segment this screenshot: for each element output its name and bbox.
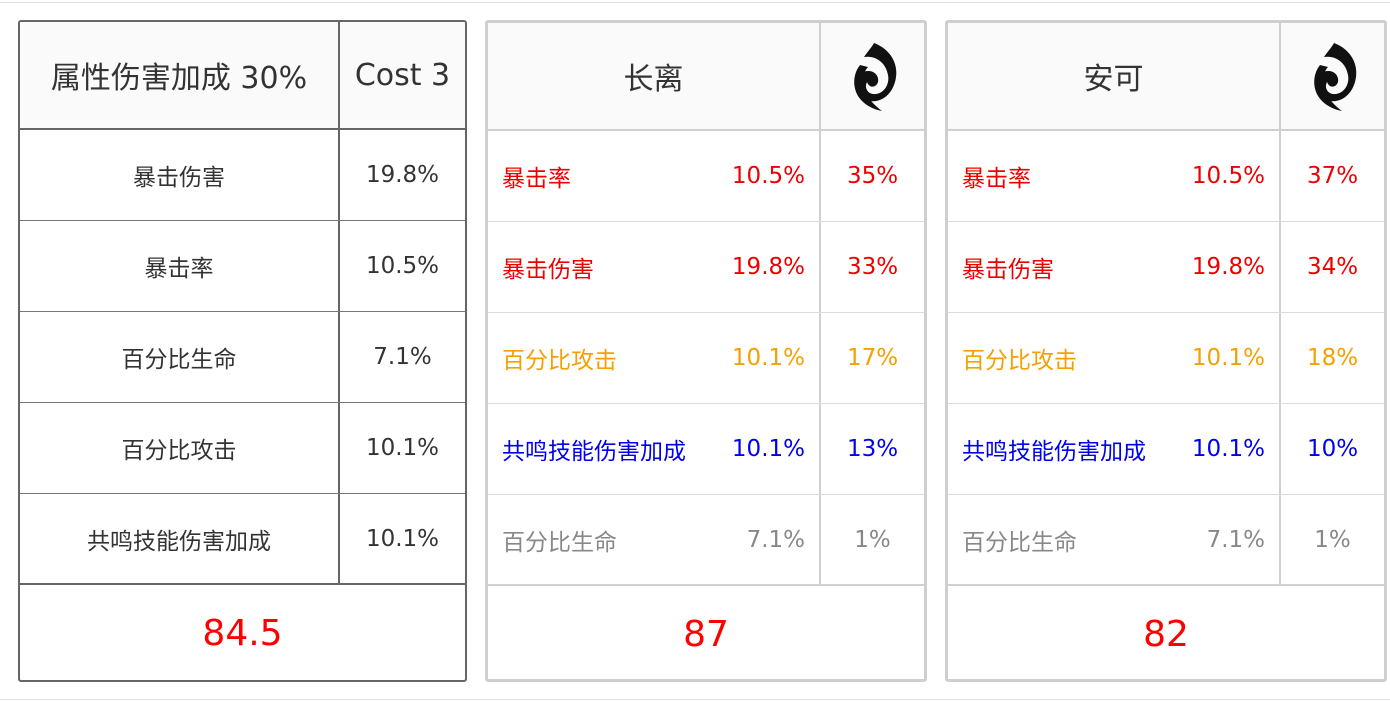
- character-stat-row: 百分比生命 7.1% 1%: [948, 495, 1384, 586]
- character-stat-row: 暴击伤害 19.8% 33%: [488, 222, 924, 313]
- character-stat-row: 暴击率 10.5% 37%: [948, 131, 1384, 222]
- substat-name: 暴击伤害: [20, 130, 340, 220]
- stat-name: 暴击伤害: [962, 257, 1054, 283]
- stat-value: 7.1%: [746, 526, 805, 553]
- character-header-row: 安可: [948, 23, 1384, 131]
- stat-weight: 10%: [1306, 436, 1359, 462]
- stat-name: 百分比生命: [962, 529, 1077, 556]
- echo-substat-row: 共鸣技能伤害加成 10.1%: [20, 494, 465, 585]
- echo-main-stat: 属性伤害加成 30%: [20, 22, 340, 128]
- stat-value: 19.8%: [1191, 254, 1265, 280]
- substat-name: 暴击率: [20, 221, 340, 311]
- character-header-row: 长离: [488, 23, 924, 131]
- top-divider: [0, 2, 1390, 3]
- character-stat-row: 百分比攻击 10.1% 17%: [488, 313, 924, 404]
- character-name: 安可: [948, 23, 1281, 129]
- character-stat-row: 共鸣技能伤害加成 10.1% 10%: [948, 404, 1384, 495]
- echo-substat-row: 百分比攻击 10.1%: [20, 403, 465, 494]
- character-stat-row: 百分比生命 7.1% 1%: [488, 495, 924, 586]
- substat-name: 百分比生命: [20, 312, 340, 402]
- stat-value: 10.5%: [1191, 163, 1265, 189]
- substat-value: 19.8%: [365, 162, 440, 188]
- stat-name: 共鸣技能伤害加成: [962, 439, 1146, 465]
- stat-name: 共鸣技能伤害加成: [502, 439, 686, 465]
- stat-value: 10.1%: [1191, 345, 1265, 371]
- stat-weight: 17%: [846, 345, 899, 371]
- stat-weight: 34%: [1306, 254, 1359, 280]
- stat-name: 百分比生命: [502, 529, 617, 556]
- stat-name: 暴击伤害: [502, 257, 594, 283]
- character-score: 82: [1143, 614, 1189, 655]
- echo-cost: Cost 3: [354, 57, 451, 93]
- stat-value: 10.1%: [731, 345, 805, 371]
- stat-value: 7.1%: [1206, 526, 1265, 553]
- substat-value: 10.5%: [365, 253, 440, 279]
- echo-score: 84.5: [202, 613, 283, 654]
- character-stat-row: 暴击伤害 19.8% 34%: [948, 222, 1384, 313]
- character-stat-row: 暴击率 10.5% 35%: [488, 131, 924, 222]
- character-card-encore: 安可 暴击率 10.5% 37% 暴击伤害 19.8% 34% 百分比攻击 10.1%…: [945, 20, 1387, 682]
- character-score: 87: [683, 614, 729, 655]
- echo-stats-card: 属性伤害加成 30% Cost 3 暴击伤害 19.8% 暴击率 10.5% 百…: [18, 20, 467, 682]
- stat-name: 暴击率: [962, 166, 1031, 192]
- echo-substat-row: 暴击率 10.5%: [20, 221, 465, 312]
- stat-value: 10.5%: [731, 163, 805, 189]
- stat-name: 暴击率: [502, 166, 571, 192]
- character-card-changli: 长离 暴击率 10.5% 35% 暴击伤害 19.8% 33% 百分比攻击 10.1%…: [485, 20, 927, 682]
- stat-weight: 37%: [1306, 163, 1359, 189]
- substat-name: 共鸣技能伤害加成: [20, 494, 340, 583]
- spiral-emblem-icon: [821, 23, 924, 129]
- stat-name: 百分比攻击: [502, 348, 617, 374]
- substat-value: 7.1%: [373, 344, 432, 370]
- substat-name: 百分比攻击: [20, 403, 340, 493]
- bottom-divider: [0, 699, 1390, 700]
- character-stat-row: 百分比攻击 10.1% 18%: [948, 313, 1384, 404]
- stat-value: 10.1%: [1191, 436, 1265, 462]
- stat-weight: 18%: [1306, 345, 1359, 371]
- echo-header-row: 属性伤害加成 30% Cost 3: [20, 22, 465, 130]
- stat-weight: 33%: [846, 254, 899, 280]
- stat-weight: 1%: [854, 526, 891, 553]
- stat-weight: 35%: [846, 163, 899, 189]
- stat-weight: 1%: [1314, 526, 1351, 553]
- stat-weight: 13%: [846, 436, 899, 462]
- character-stat-row: 共鸣技能伤害加成 10.1% 13%: [488, 404, 924, 495]
- substat-value: 10.1%: [365, 435, 440, 461]
- stat-value: 19.8%: [731, 254, 805, 280]
- substat-value: 10.1%: [365, 525, 440, 552]
- spiral-emblem-icon: [1281, 23, 1384, 129]
- echo-substat-row: 百分比生命 7.1%: [20, 312, 465, 403]
- character-name: 长离: [488, 23, 821, 129]
- stat-value: 10.1%: [731, 436, 805, 462]
- stat-name: 百分比攻击: [962, 348, 1077, 374]
- echo-substat-row: 暴击伤害 19.8%: [20, 130, 465, 221]
